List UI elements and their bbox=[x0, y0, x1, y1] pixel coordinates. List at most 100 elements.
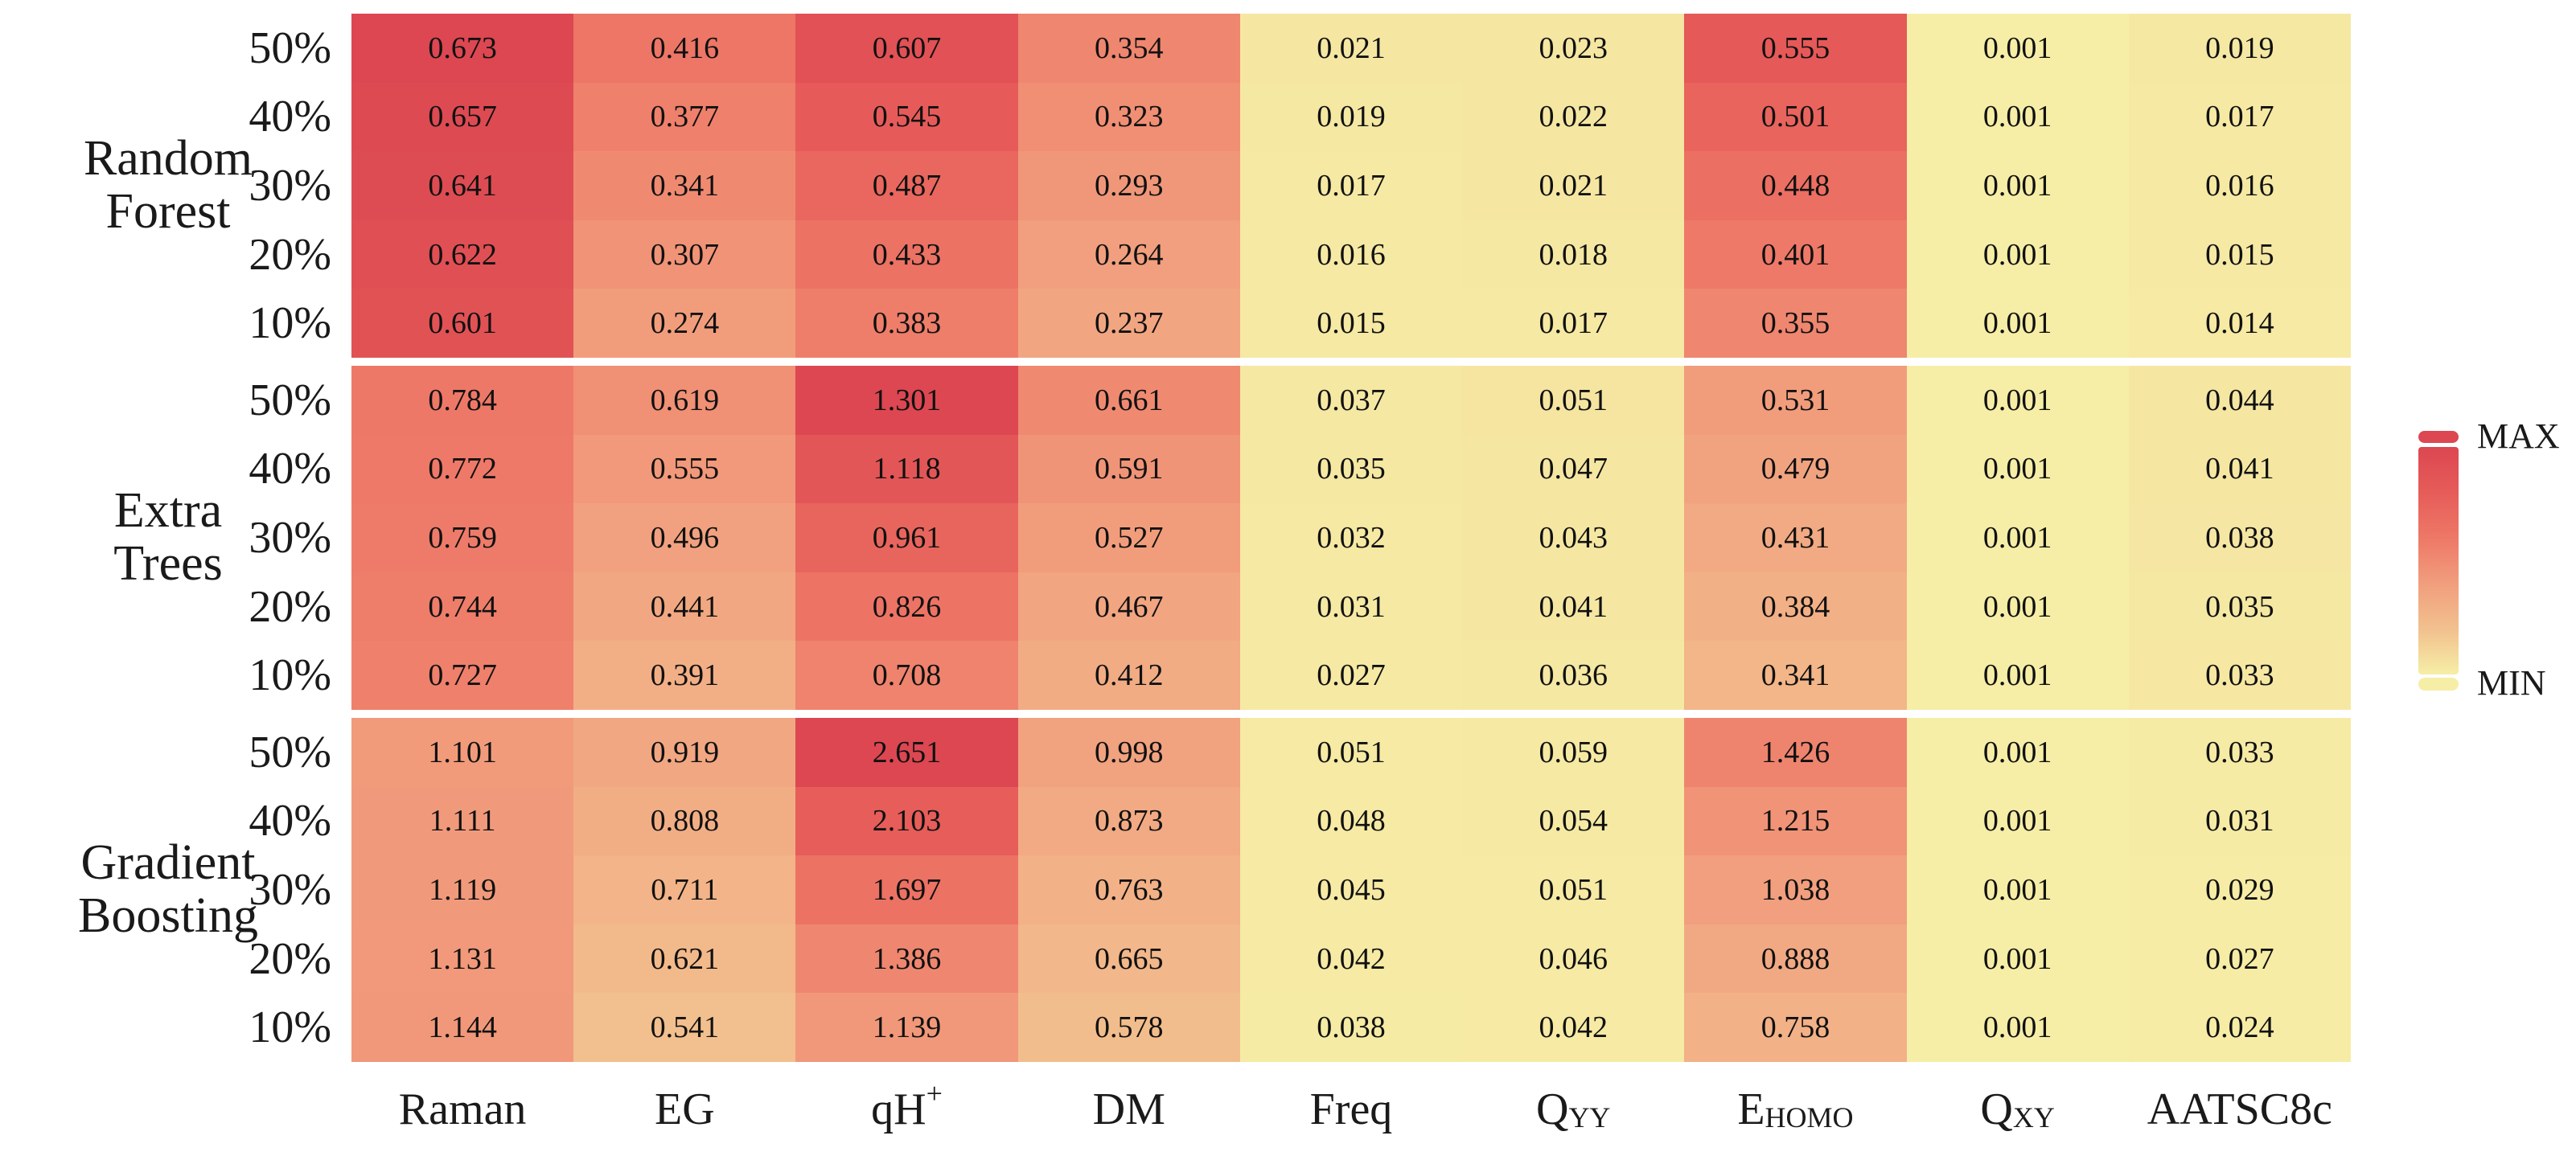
model-label-line: Forest bbox=[105, 184, 231, 239]
column-label-text: Q bbox=[1535, 1084, 1569, 1134]
model-label: Gradient Boosting bbox=[0, 718, 336, 1062]
row-label: 40% bbox=[249, 92, 331, 142]
heatmap-cell: 1.215 bbox=[1684, 786, 1907, 856]
heatmap-cell: 0.021 bbox=[1239, 14, 1463, 83]
heatmap-cell: 0.479 bbox=[1684, 434, 1907, 504]
heatmap-cell: 0.051 bbox=[1462, 366, 1685, 435]
heatmap-cell: 0.998 bbox=[1017, 718, 1240, 787]
heatmap-cell: 1.697 bbox=[795, 855, 1018, 924]
heatmap-cell: 0.708 bbox=[795, 641, 1018, 710]
heatmap-cell: 0.601 bbox=[351, 289, 574, 358]
heatmap-cell: 0.001 bbox=[1906, 718, 2129, 787]
column-label: AATSC8c bbox=[2129, 1076, 2351, 1143]
heatmap-cell: 0.017 bbox=[1462, 289, 1685, 358]
colorbar-gradient-bar bbox=[2418, 447, 2459, 674]
model-label-line: Trees bbox=[113, 536, 223, 591]
row-label: 20% bbox=[249, 581, 331, 632]
heatmap-cell: 0.032 bbox=[1239, 503, 1463, 572]
column-label-text: Freq bbox=[1309, 1084, 1393, 1134]
heatmap-cell: 0.657 bbox=[351, 82, 574, 152]
model-label-line: Boosting bbox=[78, 888, 258, 943]
column-label-text: EG bbox=[655, 1084, 715, 1134]
heatmap-cell: 0.274 bbox=[573, 289, 796, 358]
heatmap-cell: 0.017 bbox=[1239, 151, 1463, 220]
heatmap-cell: 0.001 bbox=[1906, 924, 2129, 994]
heatmap-cell: 1.426 bbox=[1684, 718, 1907, 787]
heatmap-cell: 0.727 bbox=[351, 641, 574, 710]
heatmap-cell: 0.545 bbox=[795, 82, 1018, 152]
column-label: E HOMO bbox=[1737, 1084, 1854, 1134]
heatmap-cell: 0.772 bbox=[351, 434, 574, 504]
column-label-text: qH bbox=[871, 1084, 926, 1134]
heatmap-cell: 0.383 bbox=[795, 289, 1018, 358]
heatmap-cell: 1.118 bbox=[795, 434, 1018, 504]
colorbar-min-cap bbox=[2418, 678, 2459, 691]
heatmap-cell: 1.119 bbox=[351, 855, 574, 924]
heatmap-cell: 0.051 bbox=[1239, 718, 1463, 787]
heatmap-cell: 0.016 bbox=[1239, 219, 1463, 289]
heatmap-cell: 0.033 bbox=[2128, 641, 2351, 710]
heatmap-cell: 0.043 bbox=[1462, 503, 1685, 572]
heatmap-cell: 0.038 bbox=[2128, 503, 2351, 572]
heatmap-cell: 0.027 bbox=[1239, 641, 1463, 710]
heatmap-cell: 0.541 bbox=[573, 993, 796, 1062]
heatmap-cell: 0.047 bbox=[1462, 434, 1685, 504]
column-label: DM bbox=[1018, 1076, 1240, 1143]
heatmap-cell: 0.619 bbox=[573, 366, 796, 435]
heatmap-cell: 0.384 bbox=[1684, 572, 1907, 642]
heatmap-cell: 0.555 bbox=[1684, 14, 1907, 83]
heatmap-cell: 0.042 bbox=[1239, 924, 1463, 994]
heatmap-cell: 0.029 bbox=[2128, 855, 2351, 924]
heatmap-cell: 0.037 bbox=[1239, 366, 1463, 435]
heatmap-cell: 0.016 bbox=[2128, 151, 2351, 220]
heatmap-cell: 0.054 bbox=[1462, 786, 1685, 856]
row-label: 30% bbox=[249, 512, 331, 563]
heatmap-cell: 0.591 bbox=[1017, 434, 1240, 504]
heatmap-cell: 0.059 bbox=[1462, 718, 1685, 787]
heatmap-cell: 0.041 bbox=[2128, 434, 2351, 504]
heatmap-cell: 0.496 bbox=[573, 503, 796, 572]
heatmap-cell: 0.341 bbox=[1684, 641, 1907, 710]
column-label: EG bbox=[573, 1076, 795, 1143]
heatmap-cell: 0.046 bbox=[1462, 924, 1685, 994]
column-label: qH + bbox=[871, 1077, 943, 1134]
heatmap-block: 1.101 0.919 2.651 0.998 0.051 0.059 1.426 0.001… bbox=[351, 718, 2351, 1062]
heatmap-cell: 0.391 bbox=[573, 641, 796, 710]
heatmap-cell: 0.051 bbox=[1462, 855, 1685, 924]
heatmap-cell: 0.036 bbox=[1462, 641, 1685, 710]
row-label: 50% bbox=[249, 23, 331, 73]
column-label-text: Q bbox=[1980, 1084, 2013, 1134]
heatmap-cell: 0.641 bbox=[351, 151, 574, 220]
heatmap-cell: 0.048 bbox=[1239, 786, 1463, 856]
heatmap-cell: 0.607 bbox=[795, 14, 1018, 83]
heatmap-cell: 0.023 bbox=[1462, 14, 1685, 83]
heatmap-cell: 0.014 bbox=[2128, 289, 2351, 358]
column-label-text: E bbox=[1737, 1084, 1765, 1134]
heatmap-block: 0.784 0.619 1.301 0.661 0.037 0.051 0.531 0.001… bbox=[351, 366, 2351, 710]
heatmap-cell: 0.759 bbox=[351, 503, 574, 572]
row-label: 40% bbox=[249, 796, 331, 847]
row-label: 30% bbox=[249, 160, 331, 211]
model-label: Random Forest bbox=[0, 14, 336, 358]
heatmap-cell: 0.024 bbox=[2128, 993, 2351, 1062]
heatmap-cell: 0.961 bbox=[795, 503, 1018, 572]
heatmap-cell: 0.293 bbox=[1017, 151, 1240, 220]
column-label-text: AATSC8c bbox=[2147, 1084, 2332, 1134]
heatmap-cell: 0.021 bbox=[1462, 151, 1685, 220]
heatmap-cell: 0.237 bbox=[1017, 289, 1240, 358]
row-label: 50% bbox=[249, 375, 331, 425]
heatmap-cell: 0.416 bbox=[573, 14, 796, 83]
heatmap-cell: 0.622 bbox=[351, 219, 574, 289]
colorbar-min-label: MIN bbox=[2477, 662, 2546, 703]
heatmap-cell: 0.045 bbox=[1239, 855, 1463, 924]
column-label: Q YY bbox=[1535, 1084, 1611, 1134]
heatmap-cell: 0.035 bbox=[1239, 434, 1463, 504]
heatmap-cell: 1.038 bbox=[1684, 855, 1907, 924]
heatmap-cell: 0.873 bbox=[1017, 786, 1240, 856]
heatmap-cell: 0.042 bbox=[1462, 993, 1685, 1062]
heatmap-cell: 0.744 bbox=[351, 572, 574, 642]
heatmap-cell: 0.763 bbox=[1017, 855, 1240, 924]
heatmap-cell: 0.001 bbox=[1906, 572, 2129, 642]
heatmap-cell: 1.111 bbox=[351, 786, 574, 856]
